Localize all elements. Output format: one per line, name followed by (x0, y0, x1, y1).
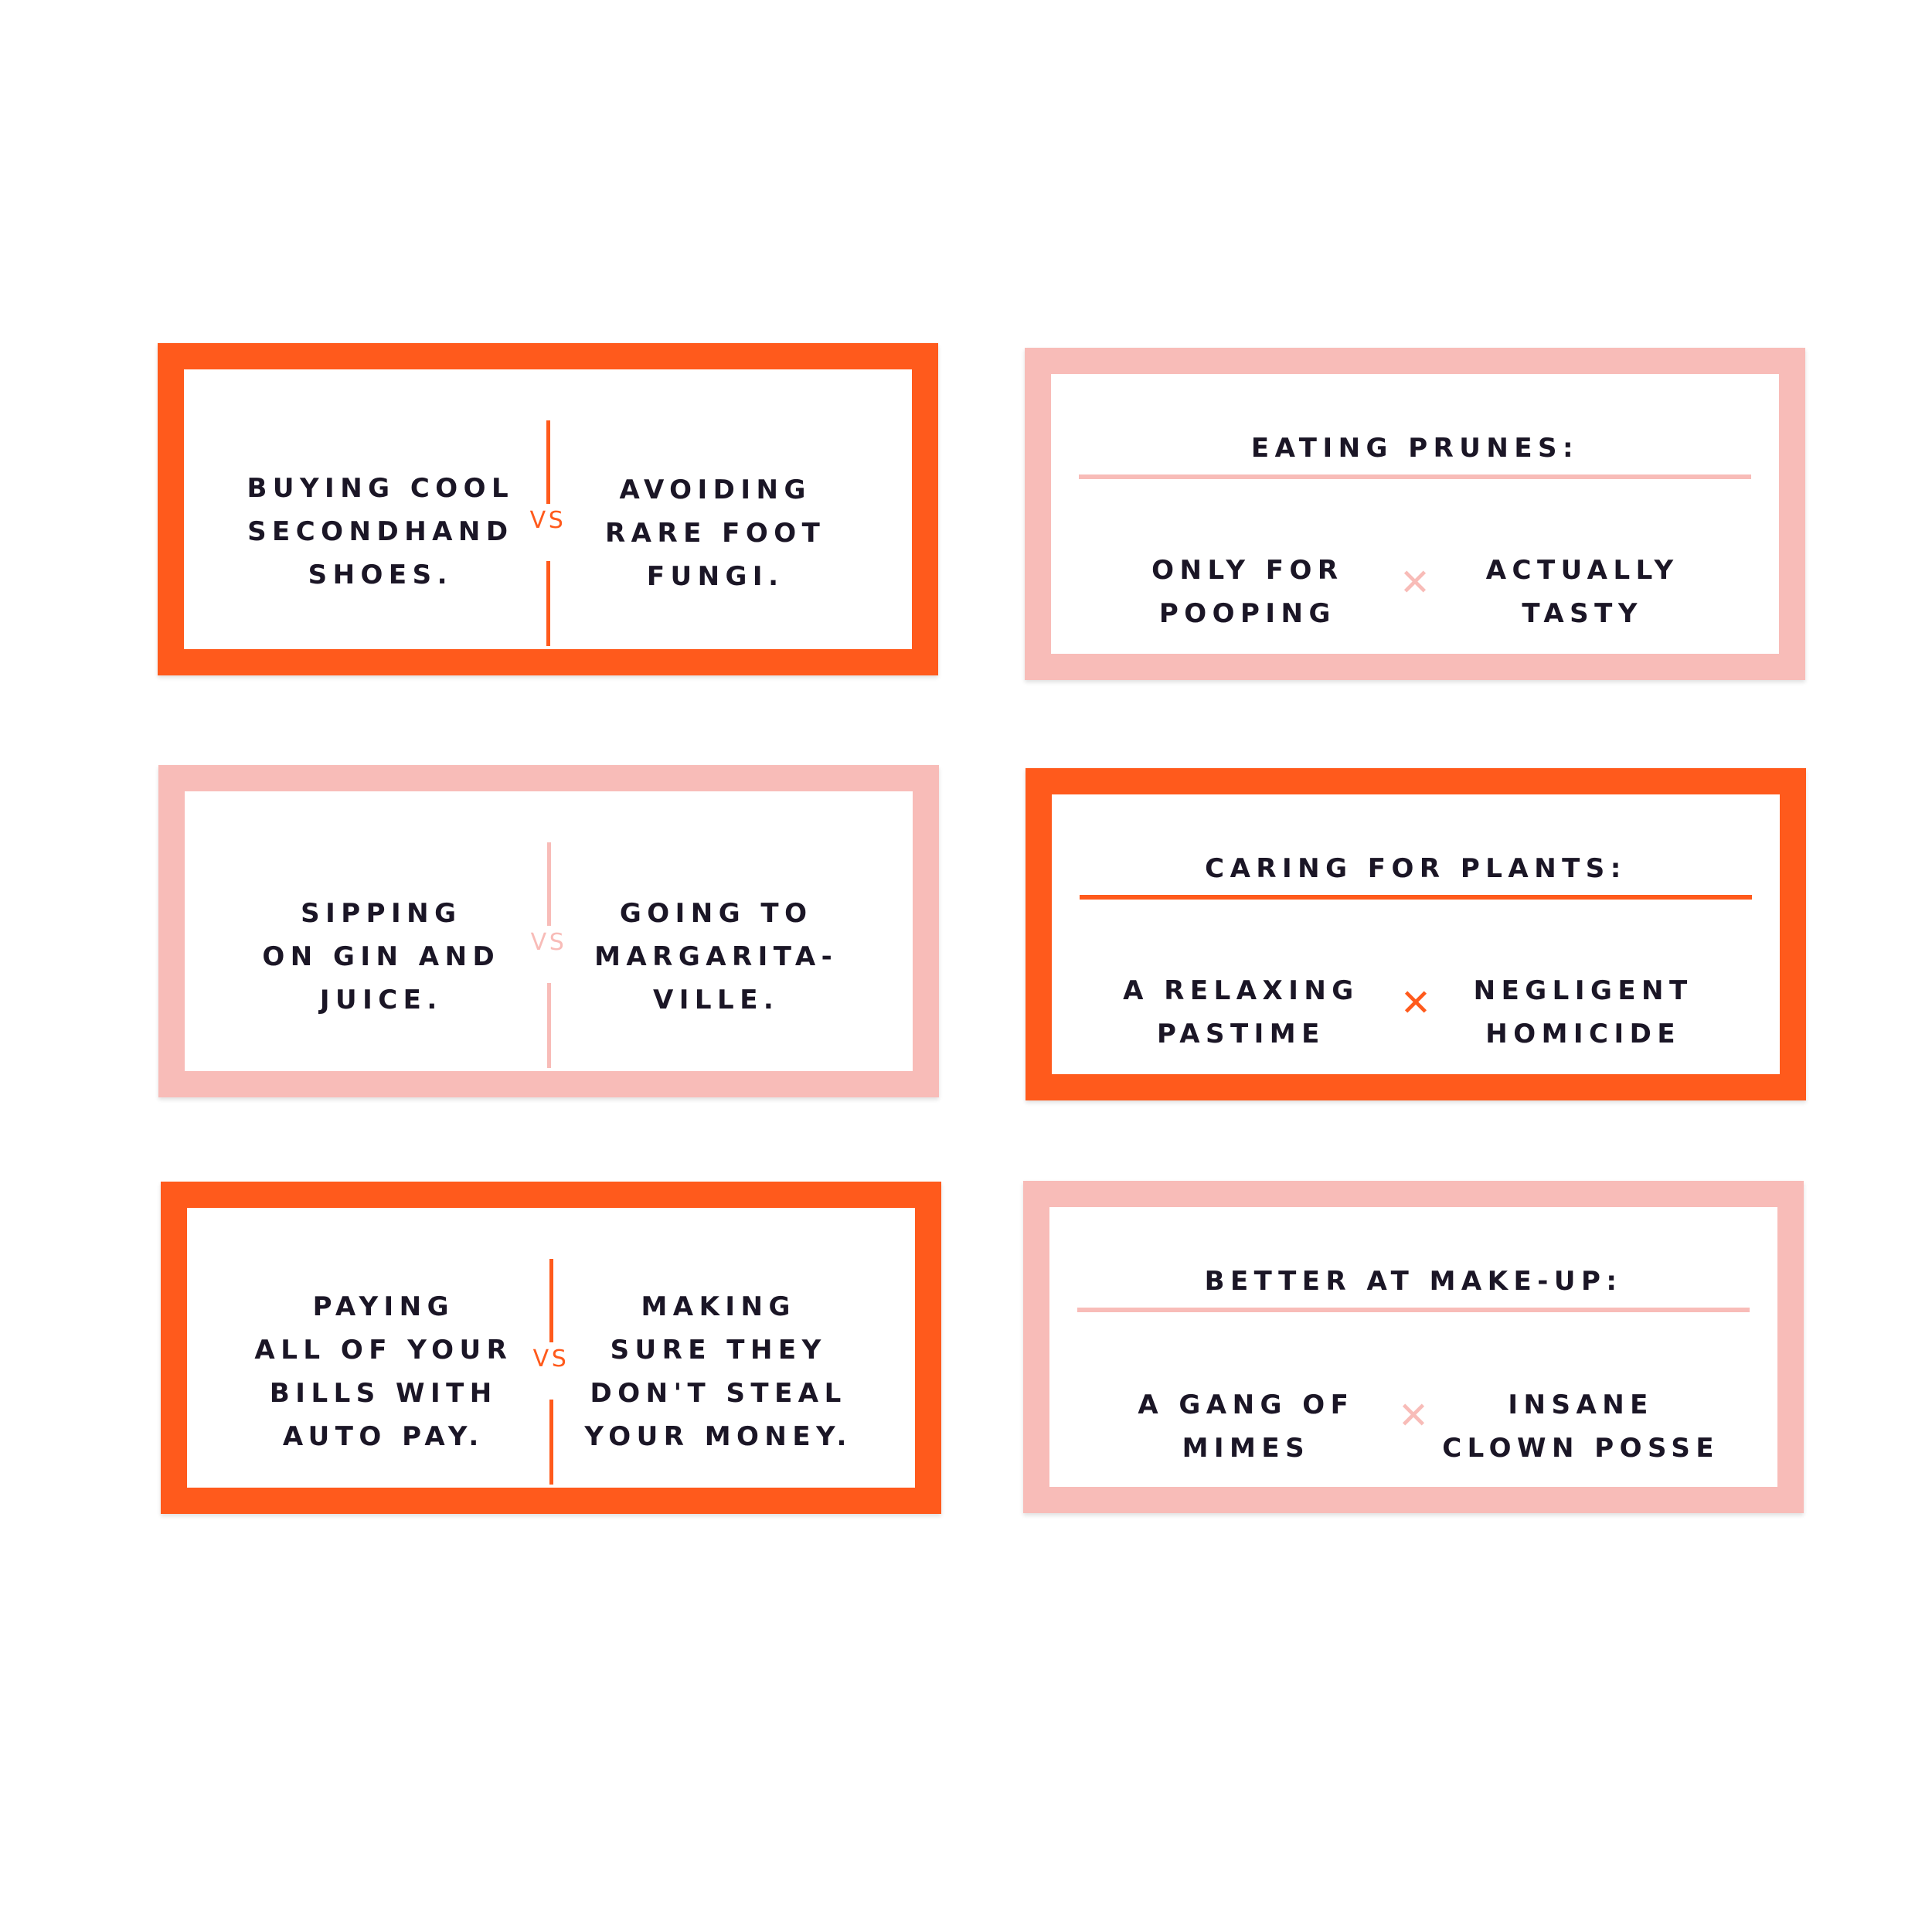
option-right: GOING TO MARGARITA- VILLE. (594, 898, 838, 1015)
option-left: BUYING COOL SECONDHAND SHOES. (247, 473, 515, 590)
vs-label: VS (532, 1345, 570, 1372)
divider-bottom (549, 1400, 553, 1485)
card-title: EATING PRUNES: (1250, 433, 1580, 464)
option-left: A GANG OF MIMES (1138, 1389, 1355, 1464)
divider-top (549, 1259, 553, 1342)
option-right: MAKING SURE THEY DON'T STEAL YOUR MONEY. (584, 1291, 852, 1452)
card-versus-gin: SIPPING ON GIN AND JUICE. VS GOING TO MA… (158, 765, 939, 1097)
card-titled-prunes: EATING PRUNES: ONLY FOR POOPING ✕ ACTUAL… (1025, 348, 1805, 680)
option-right: ACTUALLY TASTY (1485, 555, 1679, 629)
x-icon: ✕ (1397, 1394, 1430, 1437)
vs-label: VS (530, 929, 567, 956)
vs-label: VS (529, 507, 566, 534)
card-titled-makeup: BETTER AT MAKE-UP: A GANG OF MIMES ✕ INS… (1023, 1181, 1804, 1513)
card-titled-plants: CARING FOR PLANTS: A RELAXING PASTIME ✕ … (1026, 768, 1806, 1100)
divider-bottom (547, 983, 551, 1068)
option-left: SIPPING ON GIN AND JUICE. (262, 898, 501, 1015)
option-right: INSANE CLOWN POSSE (1442, 1389, 1720, 1464)
divider (1077, 1308, 1750, 1312)
x-icon: ✕ (1399, 561, 1431, 604)
divider-top (546, 420, 550, 504)
card-title: BETTER AT MAKE-UP: (1204, 1266, 1623, 1297)
option-right: AVOIDING RARE FOOT FUNGI. (605, 474, 826, 592)
divider-bottom (546, 561, 550, 646)
card-versus-shoes: BUYING COOL SECONDHAND SHOES. VS AVOIDIN… (158, 343, 938, 675)
card-versus-autopay: PAYING ALL OF YOUR BILLS WITH AUTO PAY. … (161, 1182, 941, 1514)
option-left: A RELAXING PASTIME (1123, 975, 1359, 1049)
option-right: NEGLIGENT HOMICIDE (1473, 975, 1693, 1049)
card-title: CARING FOR PLANTS: (1205, 853, 1627, 884)
option-left: PAYING ALL OF YOUR BILLS WITH AUTO PAY. (254, 1291, 513, 1452)
divider-top (547, 842, 551, 926)
divider (1080, 895, 1752, 900)
x-icon: ✕ (1400, 981, 1432, 1025)
option-left: ONLY FOR POOPING (1151, 555, 1344, 629)
divider (1079, 474, 1751, 479)
